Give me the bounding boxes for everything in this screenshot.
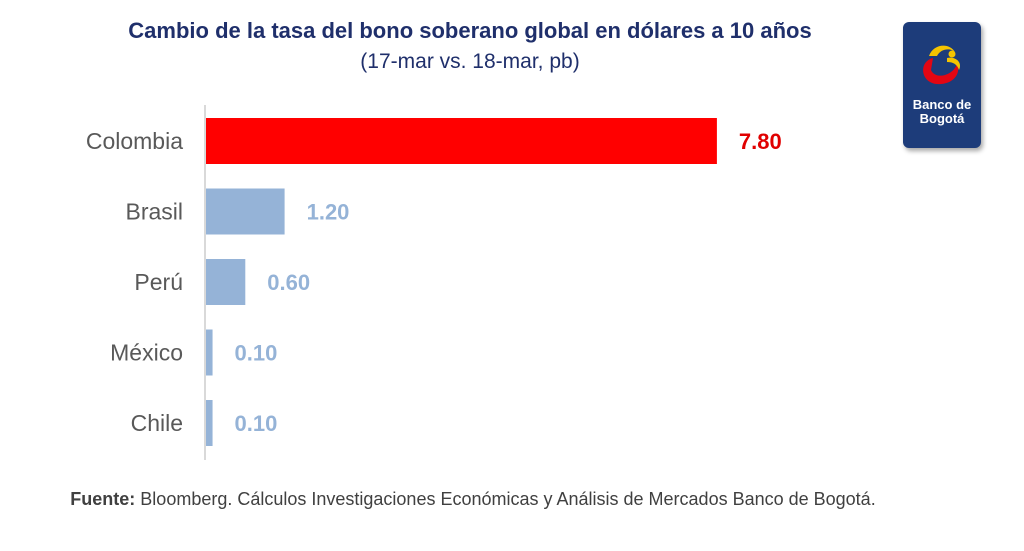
value-label: 0.10 [235,341,278,366]
bar [206,118,717,164]
category-label: Chile [131,410,183,436]
category-label: Colombia [86,128,183,154]
category-label: México [110,340,183,366]
bank-logo: Banco de Bogotá [903,22,981,148]
bar [206,400,213,446]
chart-title: Cambio de la tasa del bono soberano glob… [128,18,812,43]
value-label: 0.60 [267,270,310,295]
value-label: 0.10 [235,411,278,436]
chart-source: Fuente: Bloomberg. Cálculos Investigacio… [40,487,906,511]
bar [206,259,246,305]
bar [206,188,285,235]
bank-logo-line2: Bogotá [919,111,965,126]
bank-logo-text: Banco de Bogotá [903,98,981,126]
category-label: Perú [134,269,183,295]
value-label: 7.80 [739,129,782,154]
bar [206,329,213,376]
bank-logo-icon [923,45,961,85]
source-text: Bloomberg. Cálculos Investigaciones Econ… [135,489,876,509]
bank-logo-line1: Banco de [912,97,972,112]
source-label: Fuente: [70,489,136,509]
chart-subtitle: (17-mar vs. 18-mar, pb) [360,50,580,73]
value-label: 1.20 [307,200,350,225]
category-label: Brasil [125,199,183,225]
